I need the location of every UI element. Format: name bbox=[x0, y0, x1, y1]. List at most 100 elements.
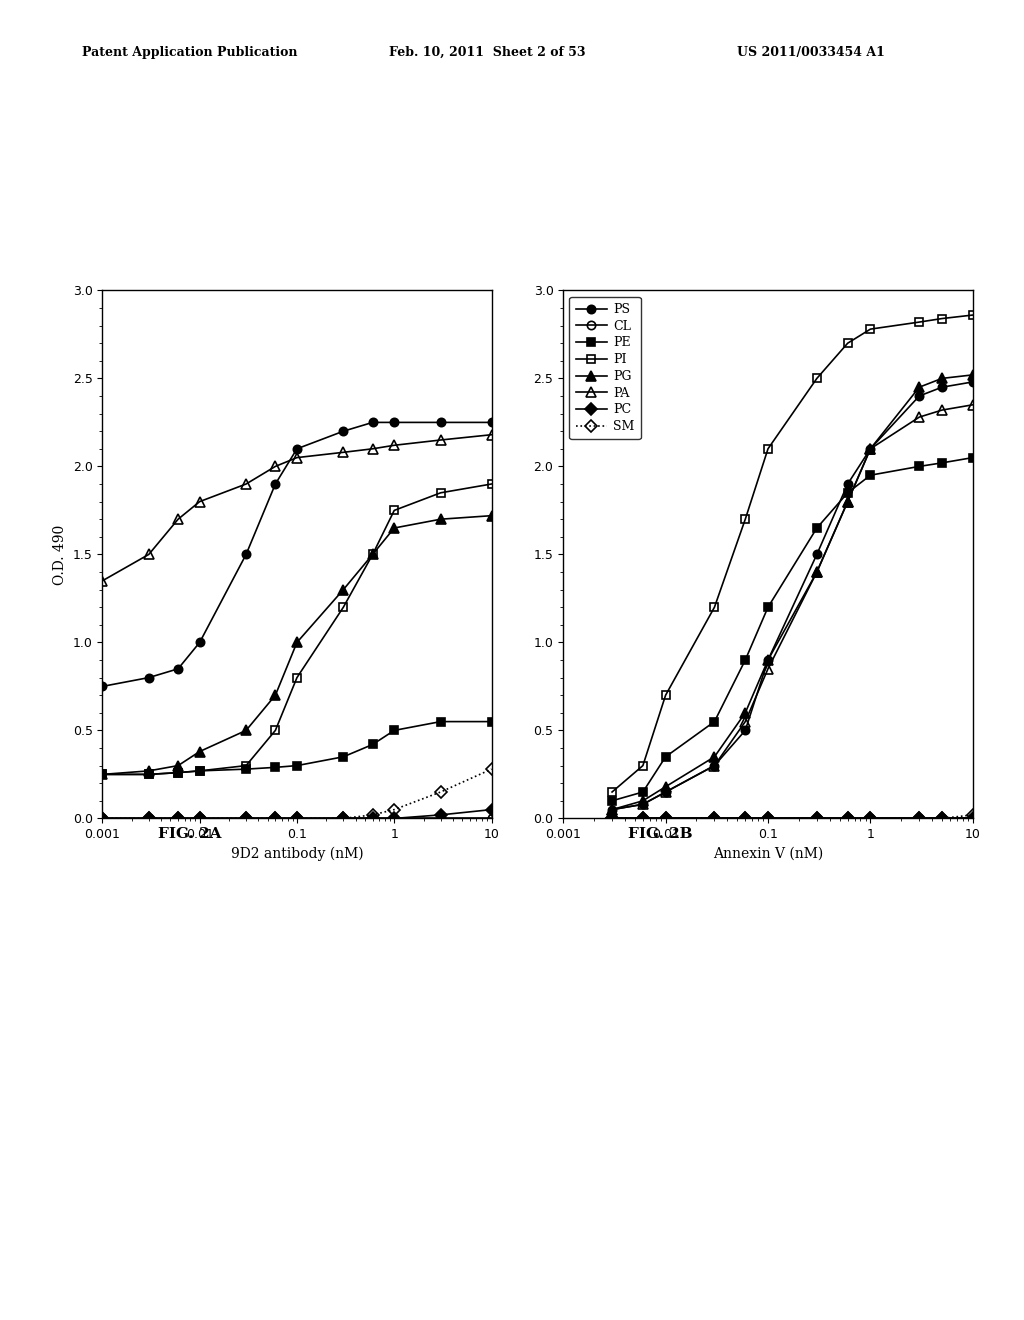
PC bbox=[936, 810, 948, 826]
PG bbox=[269, 688, 282, 704]
Text: Patent Application Publication: Patent Application Publication bbox=[82, 46, 297, 59]
PE bbox=[388, 722, 400, 738]
SM bbox=[842, 810, 854, 826]
CL bbox=[637, 810, 649, 826]
SM bbox=[388, 801, 400, 817]
PA bbox=[291, 450, 303, 466]
PI bbox=[291, 669, 303, 685]
PE bbox=[291, 758, 303, 774]
PI bbox=[762, 441, 774, 457]
Text: FIG. 2A: FIG. 2A bbox=[158, 828, 221, 841]
PG bbox=[913, 379, 926, 395]
PG bbox=[762, 652, 774, 668]
Line: PG: PG bbox=[607, 370, 978, 814]
Line: CL: CL bbox=[608, 814, 977, 822]
Text: Feb. 10, 2011  Sheet 2 of 53: Feb. 10, 2011 Sheet 2 of 53 bbox=[389, 46, 586, 59]
PI bbox=[659, 688, 672, 704]
PC bbox=[842, 810, 854, 826]
PI bbox=[240, 758, 252, 774]
PE bbox=[606, 793, 618, 809]
CL bbox=[194, 810, 206, 826]
PE bbox=[659, 748, 672, 764]
PI bbox=[388, 503, 400, 519]
PE bbox=[637, 784, 649, 800]
PE bbox=[762, 599, 774, 615]
PI bbox=[194, 763, 206, 779]
Line: PS: PS bbox=[98, 418, 496, 690]
PI bbox=[936, 310, 948, 326]
Line: PE: PE bbox=[98, 718, 496, 779]
Line: PE: PE bbox=[608, 454, 977, 805]
PI bbox=[172, 764, 184, 780]
CL bbox=[388, 810, 400, 826]
PA bbox=[637, 796, 649, 812]
CL bbox=[739, 810, 752, 826]
PC bbox=[269, 810, 282, 826]
Line: PS: PS bbox=[608, 378, 977, 813]
PI bbox=[637, 758, 649, 774]
PC bbox=[291, 810, 303, 826]
PC bbox=[388, 810, 400, 826]
PC bbox=[240, 810, 252, 826]
PC bbox=[606, 810, 618, 826]
PE bbox=[96, 767, 109, 783]
PA bbox=[172, 511, 184, 527]
Line: PG: PG bbox=[97, 511, 497, 779]
SM bbox=[291, 810, 303, 826]
PG bbox=[637, 793, 649, 809]
Line: CL: CL bbox=[98, 814, 496, 822]
CL bbox=[291, 810, 303, 826]
PG bbox=[142, 763, 155, 779]
PE bbox=[142, 767, 155, 783]
PC bbox=[739, 810, 752, 826]
CL bbox=[967, 810, 979, 826]
PC bbox=[337, 810, 349, 826]
PE bbox=[739, 652, 752, 668]
Line: PA: PA bbox=[607, 400, 978, 814]
PA bbox=[367, 441, 379, 457]
PI bbox=[811, 371, 823, 387]
CL bbox=[434, 810, 446, 826]
CL bbox=[337, 810, 349, 826]
PS bbox=[762, 652, 774, 668]
PS bbox=[659, 784, 672, 800]
PS bbox=[913, 388, 926, 404]
PS bbox=[739, 722, 752, 738]
PE bbox=[337, 748, 349, 764]
PA bbox=[967, 397, 979, 413]
PG bbox=[291, 635, 303, 651]
PG bbox=[811, 564, 823, 579]
Line: PA: PA bbox=[97, 430, 497, 586]
PC bbox=[485, 801, 498, 817]
Legend: PS, CL, PE, PI, PG, PA, PC, SM: PS, CL, PE, PI, PG, PA, PC, SM bbox=[569, 297, 641, 440]
PE bbox=[811, 520, 823, 536]
SM bbox=[485, 762, 498, 777]
CL bbox=[172, 810, 184, 826]
PS bbox=[337, 424, 349, 440]
PI bbox=[709, 599, 721, 615]
SM bbox=[172, 810, 184, 826]
PG bbox=[172, 758, 184, 774]
SM bbox=[142, 810, 155, 826]
PG bbox=[967, 367, 979, 383]
PG bbox=[739, 705, 752, 721]
X-axis label: Annexin V (nM): Annexin V (nM) bbox=[713, 846, 823, 861]
SM bbox=[739, 810, 752, 826]
PC bbox=[172, 810, 184, 826]
PA bbox=[606, 801, 618, 817]
PI bbox=[864, 321, 877, 337]
PA bbox=[811, 564, 823, 579]
CL bbox=[709, 810, 721, 826]
PG bbox=[96, 767, 109, 783]
PE bbox=[485, 714, 498, 730]
PS bbox=[606, 801, 618, 817]
PS bbox=[172, 661, 184, 677]
PI bbox=[739, 511, 752, 527]
PA bbox=[842, 494, 854, 510]
PC bbox=[709, 810, 721, 826]
PG bbox=[842, 494, 854, 510]
Text: FIG. 2B: FIG. 2B bbox=[628, 828, 693, 841]
PS bbox=[194, 635, 206, 651]
SM bbox=[709, 810, 721, 826]
PE bbox=[967, 450, 979, 466]
